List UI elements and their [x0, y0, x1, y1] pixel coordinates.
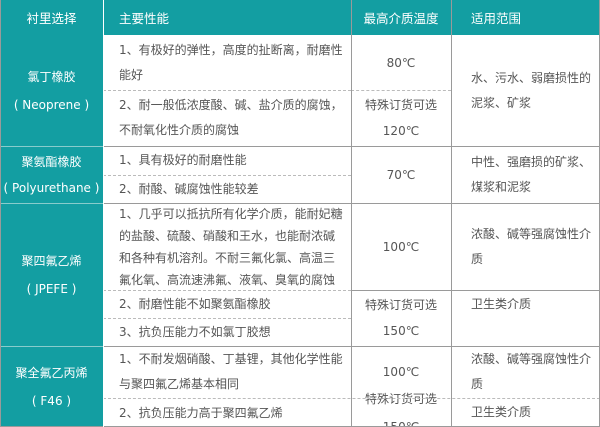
property-text: 1、具有极好的耐磨性能: [119, 153, 247, 167]
row-divider: [0, 203, 103, 204]
temp-special-label: 特殊订货可选: [364, 298, 437, 312]
scope-text: 卫生类介质: [471, 405, 532, 419]
property-text: 1、有极好的弹性，高度的扯断离，耐磨性能好: [119, 42, 343, 82]
col-divider: [0, 0, 1, 427]
scope-text: 浓酸、碱等强腐蚀性介质: [471, 352, 592, 391]
lining-code: ( JPEFE ): [26, 281, 77, 296]
lining-name: 聚全氟乙丙烯: [15, 365, 88, 380]
row-divider: [0, 146, 103, 147]
col-divider: [103, 0, 104, 427]
property-text: 1、不耐发烟硝酸、丁基锂，其他化学性能与聚四氟乙烯基本相同: [119, 352, 343, 391]
scope-text: 浓酸、碱等强腐蚀性介质: [471, 226, 592, 266]
col-divider: [351, 0, 352, 427]
property-text: 2、耐磨性能不如聚氨酯橡胶: [119, 296, 271, 311]
scope-text: 中性、强磨损的矿浆、煤浆和泥浆: [471, 154, 592, 194]
temp-value: 70℃: [386, 167, 416, 182]
scope-text: 卫生类介质: [471, 296, 532, 311]
temp-value: 150℃: [382, 324, 420, 338]
dashed-divider: [103, 318, 351, 319]
dashed-divider: [103, 290, 351, 291]
lining-name: 聚氨酯橡胶: [21, 154, 82, 169]
header-scope: 适用范围: [451, 0, 600, 35]
temp-special-label: 特殊订货可选: [364, 98, 437, 112]
property-text: 2、耐一般低浓度酸、碱、盐介质的腐蚀，不耐氧化性介质的腐蚀: [119, 98, 343, 137]
row-divider: [0, 346, 103, 347]
temp-value: 80℃: [386, 55, 416, 70]
temp-value: 100℃: [382, 365, 420, 379]
row-divider: [351, 290, 600, 291]
lining-neoprene: 氯丁橡胶 ( Neoprene ): [0, 35, 103, 146]
dashed-divider: [351, 90, 451, 91]
temp-special: 特殊订货可选 150℃: [351, 392, 451, 427]
lining-code: ( Polyurethane ): [3, 180, 100, 195]
header-lining: 衬里选择: [0, 0, 103, 35]
lining-name: 聚四氟乙烯: [21, 253, 82, 268]
temp-special: 特殊订货可选 150℃: [351, 290, 451, 346]
temp-value: 150℃: [382, 419, 420, 427]
temp-value: 120℃: [382, 124, 420, 138]
lining-f46: 聚全氟乙丙烯 ( F46 ): [0, 346, 103, 427]
property-text: 2、耐酸、碱腐蚀性能较差: [119, 181, 259, 196]
lining-code: ( Neoprene ): [13, 97, 90, 112]
scope-text: 水、污水、弱磨损性的泥浆、矿浆: [471, 70, 592, 110]
lining-name: 氯丁橡胶: [27, 69, 76, 84]
lining-polyurethane: 聚氨酯橡胶 ( Polyurethane ): [0, 146, 103, 203]
property-text: 1、几乎可以抵抗所有化学介质，能耐妃糖的盐酸、硫酸、硝酸和王水，也能耐浓碱和各种…: [119, 206, 343, 287]
property-text: 2、抗负压能力高于聚四氟乙烯: [119, 406, 283, 420]
lining-ptfe: 聚四氟乙烯 ( JPEFE ): [0, 203, 103, 346]
lining-code: ( F46 ): [31, 393, 72, 408]
header-properties: 主要性能: [103, 0, 351, 35]
property-text: 3、抗负压能力不如氯丁胶想: [119, 324, 271, 339]
temp-special: 特殊订货可选 120℃: [351, 90, 451, 146]
col-divider: [451, 0, 452, 427]
dashed-divider: [103, 90, 351, 91]
header-max-temp: 最高介质温度: [351, 0, 451, 35]
temp-value: 100℃: [382, 239, 420, 254]
dashed-divider: [103, 175, 351, 176]
